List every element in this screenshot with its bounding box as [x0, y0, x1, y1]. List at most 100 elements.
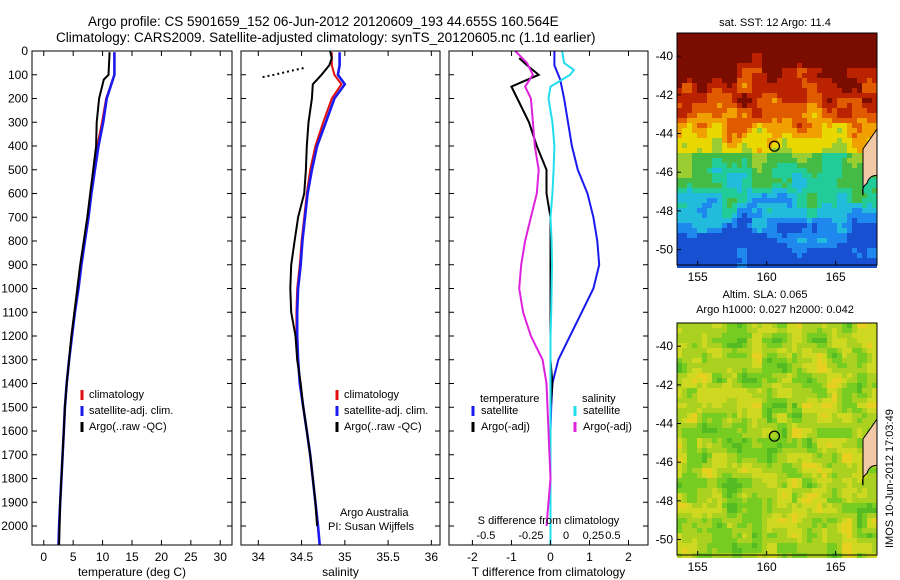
- map-cell: [842, 393, 847, 398]
- map-cell: [747, 428, 752, 433]
- map-cell: [752, 38, 757, 43]
- y-tick-label: 300: [8, 115, 28, 129]
- map-cell: [697, 488, 702, 493]
- map-cell: [792, 108, 797, 113]
- map-cell: [797, 223, 802, 228]
- map-cell: [727, 93, 732, 98]
- map-cell: [777, 63, 782, 68]
- map-cell: [732, 518, 737, 523]
- map-cell: [797, 388, 802, 393]
- map-cell: [777, 373, 782, 378]
- map-cell: [807, 523, 812, 528]
- map-cell: [687, 168, 692, 173]
- map-cell: [737, 433, 742, 438]
- map-cell: [772, 73, 777, 78]
- map-cell: [717, 363, 722, 368]
- map-cell: [762, 193, 767, 198]
- map-cell: [692, 428, 697, 433]
- map-cell: [867, 328, 872, 333]
- map-cell: [742, 93, 747, 98]
- map-cell: [857, 373, 862, 378]
- map-cell: [787, 428, 792, 433]
- map-cell: [827, 518, 832, 523]
- map-cell: [707, 238, 712, 243]
- plot-frame: [240, 50, 441, 546]
- map-cell: [847, 393, 852, 398]
- map-cell: [847, 488, 852, 493]
- map-cell: [677, 528, 682, 533]
- map-cell: [737, 233, 742, 238]
- map-cell: [807, 348, 812, 353]
- map-cell: [812, 68, 817, 73]
- map-cell: [752, 53, 757, 58]
- map-cell: [777, 538, 782, 543]
- map-cell: [697, 93, 702, 98]
- map-cell: [697, 253, 702, 258]
- map-cell: [807, 398, 812, 403]
- map-cell: [872, 353, 877, 358]
- map-cell: [717, 458, 722, 463]
- map-cell: [782, 518, 787, 523]
- map-cell: [737, 393, 742, 398]
- map-cell: [727, 408, 732, 413]
- map-cell: [757, 458, 762, 463]
- map-cell: [742, 473, 747, 478]
- map-cell: [727, 143, 732, 148]
- map-cell: [817, 238, 822, 243]
- map-cell: [862, 428, 867, 433]
- map-cell: [772, 518, 777, 523]
- map-cell: [697, 88, 702, 93]
- map-cell: [847, 503, 852, 508]
- map-cell: [782, 38, 787, 43]
- map-cell: [857, 353, 862, 358]
- map-cell: [867, 393, 872, 398]
- map-cell: [732, 528, 737, 533]
- map-cell: [707, 528, 712, 533]
- map-cell: [747, 108, 752, 113]
- map-cell: [737, 248, 742, 253]
- map-cell: [682, 488, 687, 493]
- map-cell: [772, 498, 777, 503]
- map-cell: [772, 388, 777, 393]
- map-cell: [857, 148, 862, 153]
- map-cell: [777, 448, 782, 453]
- map-cell: [727, 73, 732, 78]
- map-cell: [867, 103, 872, 108]
- series-line-satellite: [547, 50, 576, 545]
- map-cell: [797, 483, 802, 488]
- map-cell: [807, 428, 812, 433]
- map-cell: [712, 383, 717, 388]
- map-cell: [782, 438, 787, 443]
- map-cell: [792, 38, 797, 43]
- map-cell: [697, 38, 702, 43]
- map-cell: [717, 178, 722, 183]
- map-cell: [852, 108, 857, 113]
- map-cell: [762, 328, 767, 333]
- map-cell: [782, 548, 787, 553]
- map-cell: [742, 63, 747, 68]
- map-cell: [702, 173, 707, 178]
- map-cell: [712, 433, 717, 438]
- map-cell: [832, 468, 837, 473]
- map-cell: [772, 58, 777, 63]
- map-cell: [777, 118, 782, 123]
- map-cell: [767, 423, 772, 428]
- map-cell: [682, 468, 687, 473]
- map-cell: [842, 338, 847, 343]
- map-cell: [787, 43, 792, 48]
- map-cell: [787, 353, 792, 358]
- map-cell: [682, 158, 687, 163]
- map-cell: [682, 408, 687, 413]
- map-cell: [822, 538, 827, 543]
- map-cell: [797, 53, 802, 58]
- map-cell: [797, 403, 802, 408]
- map-cell: [702, 193, 707, 198]
- map-cell: [867, 478, 872, 483]
- map-cell: [867, 373, 872, 378]
- map-cell: [797, 148, 802, 153]
- map-cell: [692, 343, 697, 348]
- y-tick-label: 500: [8, 163, 28, 177]
- map-cell: [752, 373, 757, 378]
- map-cell: [832, 368, 837, 373]
- map-cell: [792, 478, 797, 483]
